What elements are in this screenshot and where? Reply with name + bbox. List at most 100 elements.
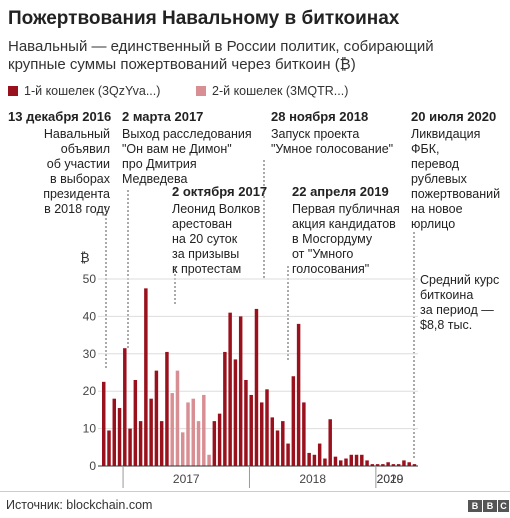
bar-wallet2-19: [202, 394, 206, 466]
y-tick-label-50: 50: [83, 272, 97, 286]
annotation-text-2017-10: Леонид Волков арестован на 20 суток за п…: [172, 202, 261, 276]
bar-wallet1-21: [212, 421, 217, 466]
bar-wallet1-27: [244, 379, 248, 466]
bar-wallet2-15: [181, 432, 185, 466]
annotation-date-2017-10: 2 октября 2017: [172, 184, 268, 199]
legend-label-wallet-2: 2-й кошелек (3MQTR...): [212, 84, 349, 98]
bar-wallet1-48: [354, 454, 359, 466]
bbc-logo-b2: B: [483, 500, 497, 512]
bbc-logo-c: C: [498, 500, 509, 512]
bar-wallet2-13: [170, 393, 174, 466]
y-axis-label: ₿: [80, 250, 90, 265]
bar-wallet1-31: [265, 389, 269, 466]
x-tick-label-2019: 2019: [377, 472, 404, 486]
bar-wallet1-42: [323, 458, 327, 466]
bar-wallet1-35: [286, 443, 290, 466]
bar-wallet1-7: [138, 421, 143, 466]
bar-wallet1-45: [339, 460, 343, 466]
bar-wallet2-20: [207, 454, 211, 466]
bar-wallet1-34: [281, 421, 285, 466]
legend-swatch-wallet-1: [8, 86, 18, 96]
average-rate-note: Средний курс биткоина за период — $8,8 т…: [420, 273, 500, 332]
bbc-logo-b1: B: [468, 500, 482, 512]
bar-wallet1-43: [328, 419, 332, 466]
bar-wallet1-9: [149, 398, 153, 466]
bar-wallet1-46: [344, 458, 348, 466]
bar-wallet1-1: [107, 430, 111, 466]
bar-wallet1-29: [254, 308, 259, 466]
bar-wallet1-56: [396, 464, 401, 466]
bar-wallet2-17: [191, 398, 196, 466]
chart-bars: [102, 288, 417, 466]
bar-wallet1-49: [360, 454, 364, 466]
annotation-date-2020-07: 20 июля 2020: [411, 109, 497, 124]
y-tick-label-40: 40: [83, 309, 97, 323]
annotation-text-2017-03: Выход расследования "Он вам не Димон" пр…: [122, 127, 252, 186]
bar-wallet1-2: [112, 398, 117, 466]
bar-wallet1-4: [123, 348, 127, 466]
bar-wallet1-6: [133, 379, 138, 466]
bar-wallet1-24: [228, 312, 232, 466]
bar-wallet1-58: [407, 462, 411, 466]
annotation-date-2017-03: 2 марта 2017: [122, 109, 204, 124]
annotation-date-2019-04: 22 апреля 2019: [292, 184, 389, 199]
bar-wallet1-37: [296, 323, 301, 466]
y-tick-label-10: 10: [83, 422, 97, 436]
legend-item-wallet-1: 1-й кошелек (3QzYva...): [8, 84, 160, 98]
bar-wallet1-52: [375, 464, 380, 466]
bar-wallet1-10: [154, 370, 159, 466]
annotation-text-2019-04: Первая публичная акция кандидатов в Мосг…: [292, 202, 400, 276]
annotation-text-2016-12: Навальный объявил об участии в выборах п…: [43, 127, 110, 216]
bar-wallet1-57: [402, 460, 406, 466]
annotation-date-2016-12: 13 декабря 2016: [8, 109, 112, 124]
bar-wallet1-59: [412, 464, 417, 466]
bar-wallet1-36: [291, 376, 296, 466]
bar-wallet1-39: [307, 452, 311, 466]
bar-wallet1-32: [270, 417, 275, 466]
bar-wallet2-18: [196, 421, 201, 466]
bar-wallet1-3: [117, 408, 122, 466]
x-tick-label-2020: 2020: [377, 472, 404, 486]
legend-label-wallet-1: 1-й кошелек (3QzYva...): [24, 84, 161, 98]
legend-item-wallet-2: 2-й кошелек (3MQTR...): [196, 84, 348, 98]
annotation-text-2020-07: Ликвидация ФБК, перевод рублевых пожертв…: [411, 127, 501, 231]
bar-wallet1-23: [223, 351, 227, 466]
bar-wallet1-40: [312, 454, 317, 466]
bar-wallet1-12: [165, 351, 169, 466]
bar-wallet1-26: [238, 316, 243, 466]
bar-wallet1-28: [249, 394, 253, 466]
bar-wallet1-25: [233, 359, 238, 466]
bar-wallet1-55: [391, 464, 396, 466]
bar-wallet1-22: [217, 413, 222, 466]
bar-wallet1-38: [302, 402, 306, 466]
annotation-text-2018-11: Запуск проекта "Умное голосование": [271, 127, 394, 156]
bar-wallet1-8: [144, 288, 148, 466]
annotation-leader-lines: [105, 160, 415, 460]
bar-wallet1-50: [365, 460, 369, 466]
annotation-date-2018-11: 28 ноября 2018: [271, 109, 369, 124]
bar-wallet1-54: [386, 462, 390, 466]
bar-wallet1-33: [275, 430, 280, 466]
bar-wallet1-11: [159, 421, 164, 466]
bar-wallet1-30: [260, 402, 264, 466]
x-tick-label-2017: 2017: [173, 472, 200, 486]
y-tick-label-30: 30: [83, 347, 97, 361]
legend-swatch-wallet-2: [196, 86, 206, 96]
bar-wallet1-41: [317, 443, 322, 466]
bar-wallet1-47: [349, 454, 354, 466]
source-label: Источник: blockchain.com: [6, 498, 153, 512]
bar-wallet2-14: [175, 370, 180, 466]
bar-wallet1-0: [102, 381, 106, 466]
footer-divider: [0, 491, 510, 492]
y-tick-label-20: 20: [83, 384, 97, 398]
bar-wallet1-51: [370, 464, 375, 466]
bar-wallet1-44: [333, 456, 338, 466]
y-tick-label-0: 0: [89, 459, 96, 473]
bar-wallet1-5: [128, 428, 132, 466]
chart-subtitle: Навальный — единственный в России полити…: [8, 38, 434, 73]
bar-wallet1-53: [381, 464, 385, 466]
x-tick-label-2018: 2018: [299, 472, 326, 486]
bar-wallet2-16: [186, 402, 190, 466]
